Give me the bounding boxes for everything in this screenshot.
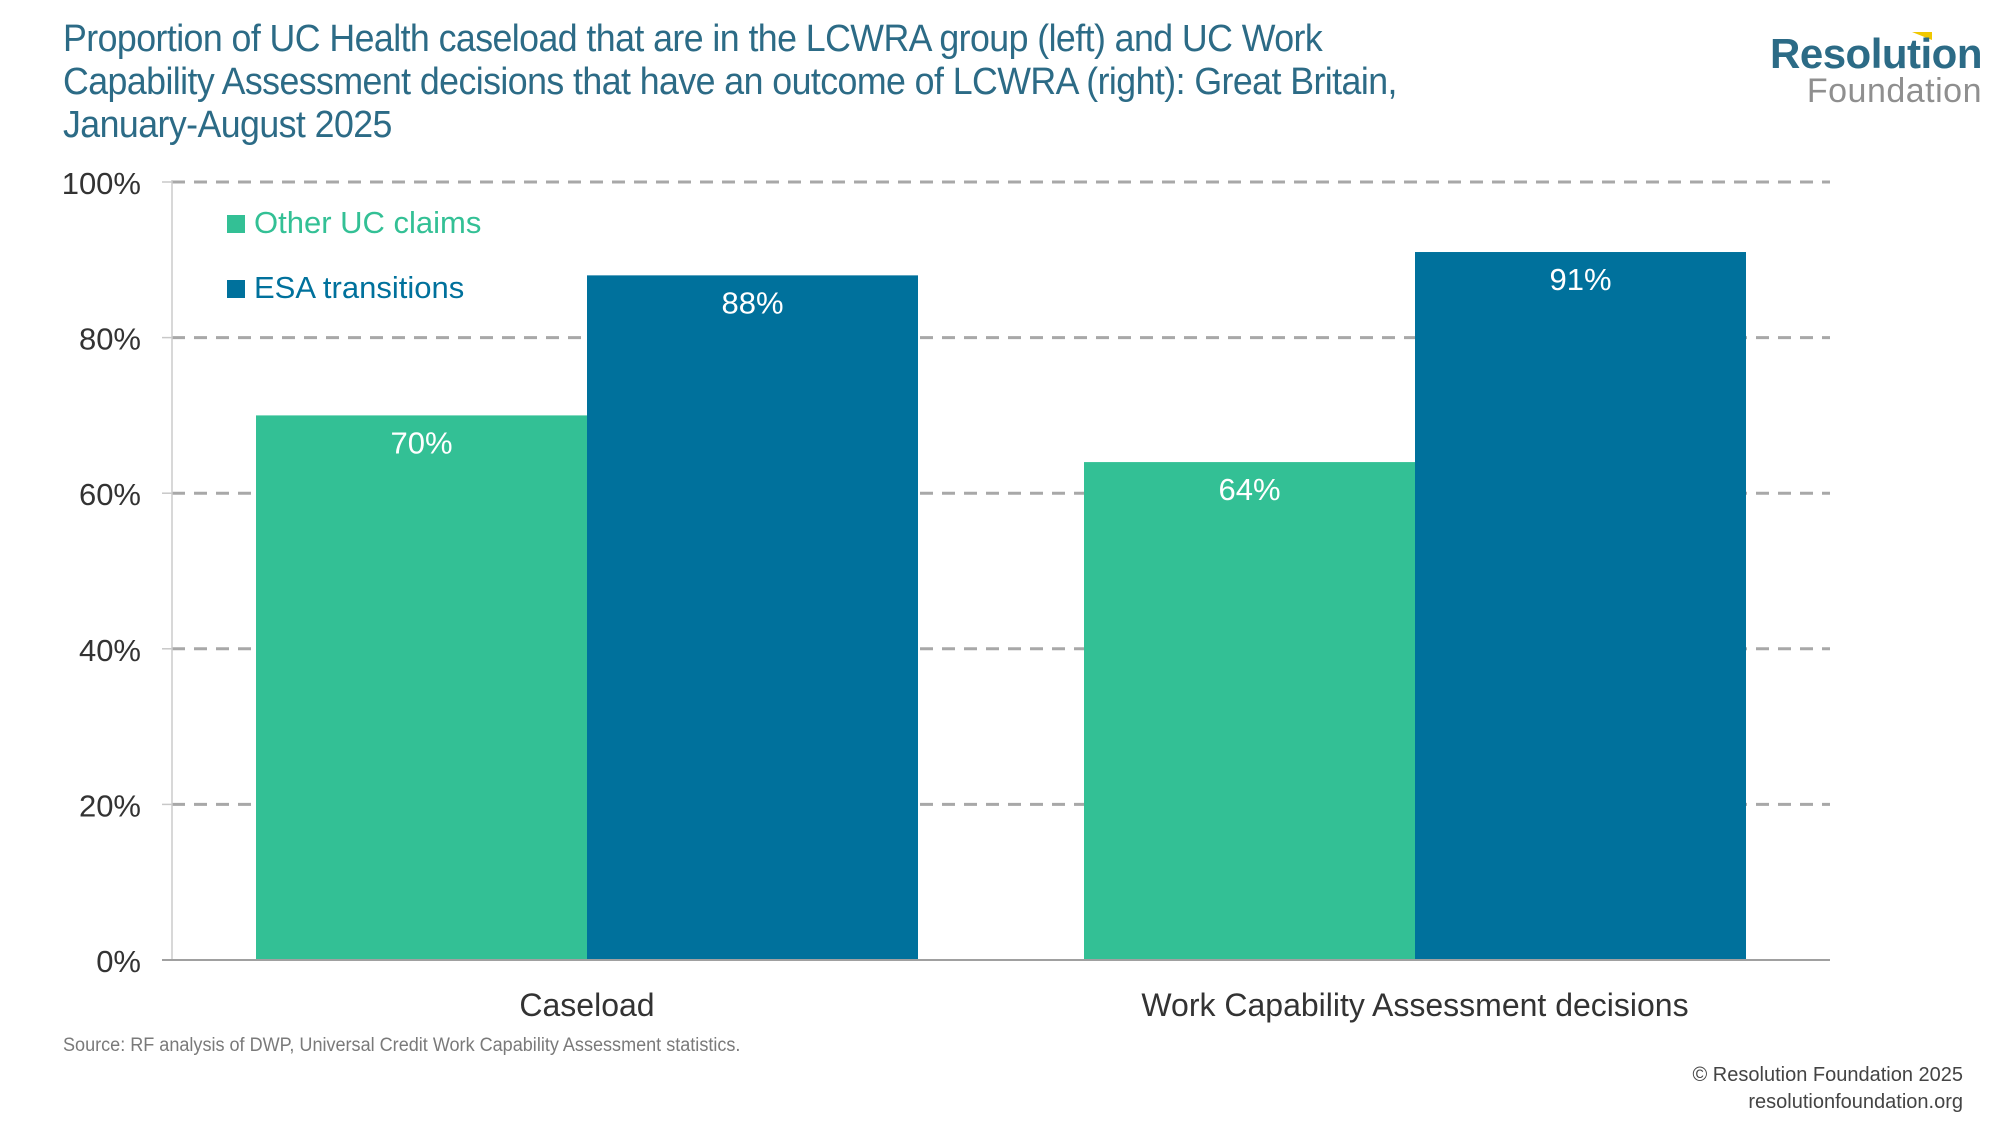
y-tick-label: 0% <box>96 944 141 979</box>
y-tick-label: 40% <box>79 633 141 668</box>
title-line-2: Capability Assessment decisions that hav… <box>63 61 1397 103</box>
title-line-3: January-August 2025 <box>63 104 392 146</box>
bar-esa <box>587 275 918 960</box>
copyright-line: © Resolution Foundation 2025 <box>1692 1064 1963 1086</box>
logo-line-2: Foundation <box>1806 72 1982 110</box>
data-label: 70% <box>390 425 452 460</box>
resolution-foundation-logo: Resolution Foundation <box>1752 30 1983 112</box>
title-line-1: Proportion of UC Health caseload that ar… <box>63 18 1323 60</box>
y-tick-label: 60% <box>79 477 141 512</box>
data-label: 64% <box>1218 472 1280 507</box>
legend-swatch-icon <box>227 280 245 298</box>
y-tick-label: 20% <box>79 788 141 823</box>
chart-title: Proportion of UC Health caseload that ar… <box>63 18 1642 147</box>
y-tick-label: 80% <box>79 322 141 357</box>
x-category-label: Work Capability Assessment decisions <box>1141 987 1688 1023</box>
x-category-label: Caseload <box>519 987 654 1023</box>
copyright: © Resolution Foundation 2025 resolutionf… <box>1693 1062 1963 1116</box>
logo-accent-icon <box>1912 32 1932 40</box>
legend-label: ESA transitions <box>254 270 464 305</box>
y-tick-label: 100% <box>62 166 141 201</box>
legend-swatch-icon <box>227 215 245 233</box>
data-label: 88% <box>721 285 783 320</box>
bar-other-uc <box>256 415 587 960</box>
logo-line-1: Resolution <box>1770 30 1983 77</box>
source-note: Source: RF analysis of DWP, Universal Cr… <box>63 1035 741 1056</box>
bar-other-uc <box>1084 462 1415 960</box>
bar-esa <box>1415 252 1746 960</box>
data-label: 91% <box>1549 262 1611 297</box>
website-line: resolutionfoundation.org <box>1748 1091 1963 1113</box>
legend-label: Other UC claims <box>254 205 481 240</box>
